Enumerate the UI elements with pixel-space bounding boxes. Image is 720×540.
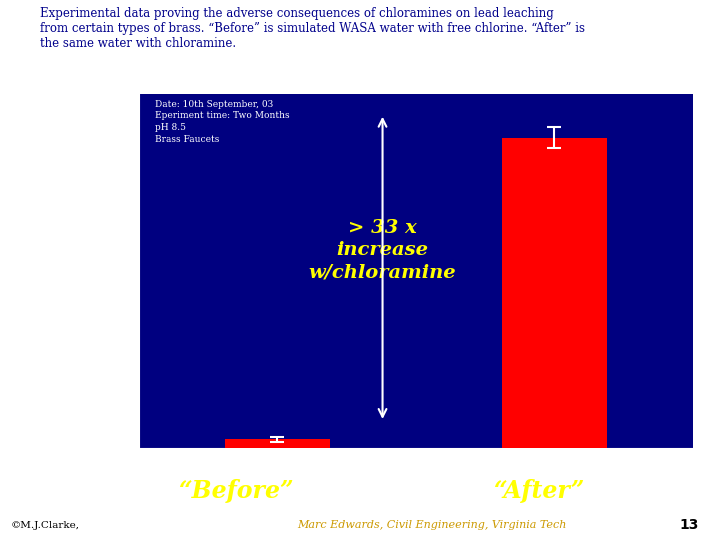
Bar bbox=[225, 439, 330, 448]
Y-axis label: Lead (mg/L): Lead (mg/L) bbox=[94, 228, 108, 314]
Text: Marc Edwards, Civil Engineering, Virginia Tech: Marc Edwards, Civil Engineering, Virgini… bbox=[297, 520, 567, 530]
Text: 13: 13 bbox=[679, 518, 698, 532]
Text: ©M.J.Clarke,: ©M.J.Clarke, bbox=[11, 521, 80, 530]
Text: “Before”: “Before” bbox=[179, 478, 294, 503]
Text: “After”: “After” bbox=[493, 478, 585, 503]
Text: Date: 10th September, 03
Eperiment time: Two Months
pH 8.5
Brass Faucets: Date: 10th September, 03 Eperiment time:… bbox=[156, 100, 290, 144]
Text: Experimental data proving the adverse consequences of chloramines on lead leachi: Experimental data proving the adverse co… bbox=[40, 6, 585, 50]
Bar bbox=[502, 138, 607, 448]
Text: > 33 x
increase
w/chloramine: > 33 x increase w/chloramine bbox=[309, 219, 456, 281]
